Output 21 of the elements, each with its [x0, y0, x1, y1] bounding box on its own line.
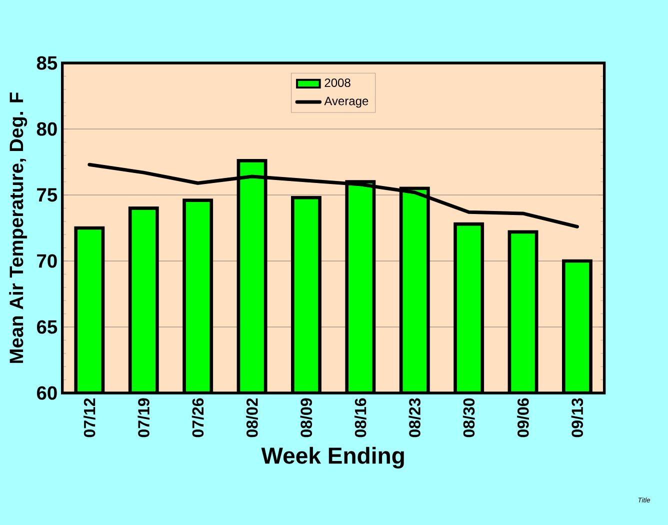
- x-tick-label: 08/16: [354, 398, 366, 438]
- x-tick-label: 09/06: [517, 398, 529, 438]
- x-axis-title: Week Ending: [261, 446, 404, 468]
- y-tick-label: 70: [37, 254, 57, 268]
- line-series: [88, 162, 579, 228]
- x-tick-label: 08/09: [300, 398, 312, 438]
- x-tick-label: 07/19: [138, 398, 150, 438]
- y-tick-label: 85: [36, 56, 58, 70]
- y-tick-label: 65: [36, 320, 58, 334]
- y-tick-label: 80: [36, 122, 57, 136]
- legend-label: 2008: [324, 78, 350, 88]
- y-tick-label: 75: [37, 188, 58, 202]
- x-tick-label: 08/30: [462, 398, 475, 438]
- x-tick-label: 08/23: [408, 398, 421, 438]
- legend-label: Average: [324, 96, 368, 108]
- x-tick-label: 08/02: [246, 398, 258, 438]
- x-tick-label: 07/26: [192, 398, 204, 438]
- y-axis-title: Mean Air Temperature, Deg. F: [9, 92, 28, 363]
- x-tick-label: 09/13: [571, 398, 584, 438]
- x-tick-label: 07/12: [83, 398, 96, 438]
- y-tick-label: 60: [36, 386, 57, 400]
